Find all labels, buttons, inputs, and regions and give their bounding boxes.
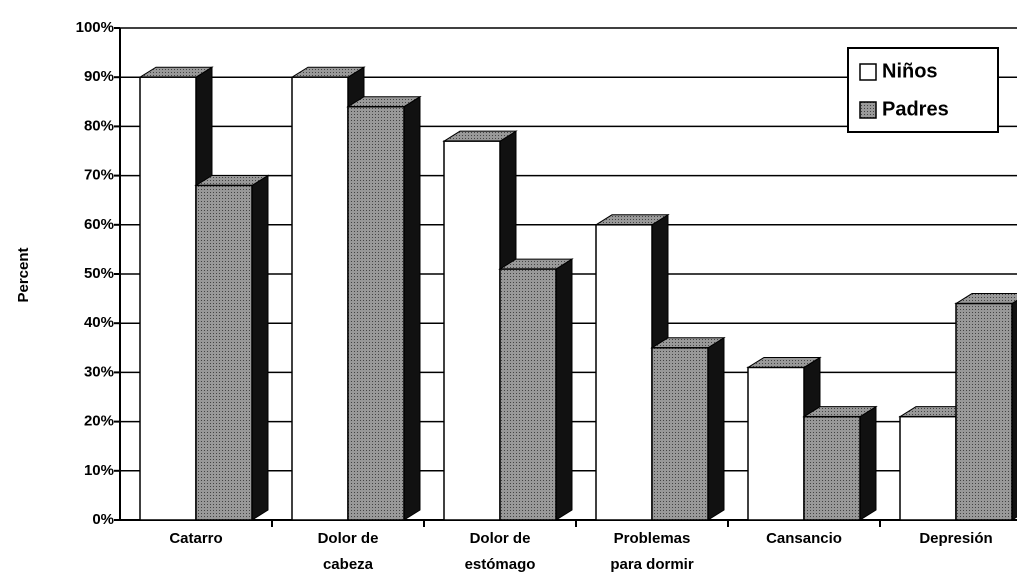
y-tick-label: 10% <box>84 462 114 479</box>
x-tick-label: Catarro <box>169 530 223 547</box>
bar <box>747 366 805 521</box>
bar <box>347 105 405 521</box>
bar <box>139 76 197 521</box>
y-tick-label: 70% <box>84 167 114 184</box>
bar-side <box>403 95 421 521</box>
y-tick-label: 100% <box>76 19 114 36</box>
bar <box>803 415 861 521</box>
y-tick-label: 40% <box>84 314 114 331</box>
y-tick-label: 0% <box>92 511 114 528</box>
x-tick-label-box: Problemas para dormir <box>610 530 694 573</box>
bar <box>899 415 957 521</box>
bar <box>595 224 653 521</box>
bar <box>195 184 253 521</box>
bar <box>291 76 349 521</box>
bar <box>955 302 1013 521</box>
bar-side <box>251 174 269 521</box>
legend-swatch <box>859 101 877 119</box>
x-tick-label: Cansancio <box>766 530 842 547</box>
y-tick-label: 30% <box>84 363 114 380</box>
y-tick-label: 80% <box>84 117 114 134</box>
y-tick-label: 60% <box>84 216 114 233</box>
x-tick-label-box: Dolor de cabeza <box>317 530 379 573</box>
bar-side <box>555 258 573 521</box>
legend-swatch <box>859 63 877 81</box>
x-tick-label: Depresión <box>919 530 993 547</box>
x-tick-label: Dolor de estómago <box>464 530 536 573</box>
y-tick-label: 90% <box>84 68 114 85</box>
y-axis-label: Percent <box>15 247 32 302</box>
x-tick-label-box: Depresión <box>919 530 993 547</box>
bar-side <box>707 336 725 521</box>
x-tick-label-box: Dolor de estómago <box>464 530 536 573</box>
bar-side <box>859 405 877 521</box>
bar <box>443 140 501 521</box>
legend-label: Niños <box>882 60 938 82</box>
y-tick-label: 50% <box>84 265 114 282</box>
bar-top <box>954 293 1017 305</box>
legend-label: Padres <box>882 98 949 120</box>
bar <box>499 268 557 521</box>
bar <box>651 347 709 521</box>
x-tick-label-box: Catarro <box>169 530 223 547</box>
y-tick-label: 20% <box>84 413 114 430</box>
x-tick-label: Problemas para dormir <box>610 530 694 573</box>
x-tick-label: Dolor de cabeza <box>317 530 379 573</box>
x-tick-label-box: Cansancio <box>766 530 842 547</box>
